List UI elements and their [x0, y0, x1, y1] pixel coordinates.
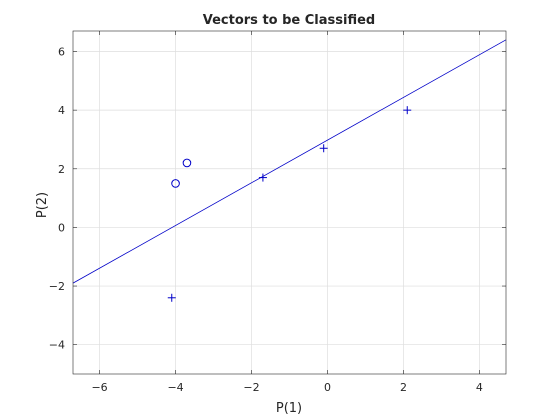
x-tick-label: 2	[400, 381, 407, 394]
x-tick-label: 0	[324, 381, 331, 394]
y-tick-label: 2	[58, 163, 65, 176]
y-tick-label: −4	[49, 339, 65, 352]
decision-boundary	[72, 39, 507, 284]
y-tick-label: −2	[49, 280, 65, 293]
x-tick-label: −2	[243, 381, 259, 394]
plus-marker	[167, 293, 176, 302]
data-points	[167, 106, 412, 302]
plus-marker	[319, 144, 328, 153]
x-tick-label: 4	[476, 381, 483, 394]
boundary-line	[72, 39, 507, 284]
y-tick-label: 6	[58, 46, 65, 59]
x-tick-label: −6	[91, 381, 107, 394]
circle-marker	[171, 179, 180, 188]
chart-title: Vectors to be Classified	[203, 13, 375, 28]
x-axis-ticks: −6 −4 −2 0 2 4	[91, 31, 483, 394]
circle-marker	[182, 158, 192, 168]
plot-frame	[72, 30, 507, 375]
y-tick-label: 0	[58, 221, 65, 234]
grid	[73, 31, 506, 374]
plus-marker	[258, 173, 267, 182]
plus-marker	[403, 106, 412, 115]
x-axis-label: P(1)	[276, 401, 302, 416]
plot-area-background	[73, 31, 506, 374]
x-tick-label: −4	[167, 381, 183, 394]
y-tick-label: 4	[58, 104, 65, 117]
y-axis-label: P(2)	[35, 192, 50, 218]
y-axis-ticks: −4 −2 0 2 4 6	[49, 46, 506, 352]
